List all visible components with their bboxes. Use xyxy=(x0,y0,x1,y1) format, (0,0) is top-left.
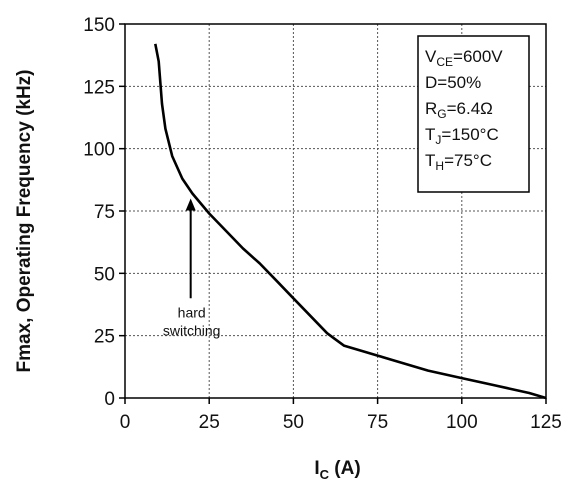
y-tick-label: 150 xyxy=(83,15,115,36)
x-tick-label: 0 xyxy=(120,412,131,433)
x-tick-label: 50 xyxy=(283,412,304,433)
annotation-arrow-head xyxy=(185,198,196,211)
condition-line: RG=6.4Ω xyxy=(425,99,493,121)
x-tick-label: 125 xyxy=(530,412,562,433)
condition-line: VCE=600V xyxy=(425,47,503,69)
y-tick-label: 75 xyxy=(94,202,115,223)
annotation-text-line1: hard xyxy=(178,304,206,320)
x-tick-label: 25 xyxy=(199,412,220,433)
x-axis-title: IC (A) xyxy=(314,458,360,482)
y-tick-label: 125 xyxy=(83,77,115,98)
x-tick-label: 100 xyxy=(446,412,478,433)
y-axis-ticks: 0 25 50 75 100 125 150 xyxy=(83,15,125,410)
x-axis-ticks: 0 25 50 75 100 125 xyxy=(120,398,562,433)
series-line xyxy=(154,43,547,400)
annotation: hard switching xyxy=(163,198,221,338)
y-tick-label: 100 xyxy=(83,140,115,161)
conditions-frame xyxy=(417,35,530,193)
annotation-text-line2: switching xyxy=(163,322,221,338)
condition-line: TJ=150°C xyxy=(425,125,499,147)
y-tick-label: 50 xyxy=(94,264,115,285)
condition-line: TH=75°C xyxy=(425,151,492,173)
y-axis-title: Fmax, Operating Frequency (kHz) xyxy=(14,69,35,372)
y-tick-label: 0 xyxy=(104,389,115,410)
x-tick-label: 75 xyxy=(367,412,388,433)
y-tick-label: 25 xyxy=(94,327,115,348)
condition-line: D=50% xyxy=(425,73,481,92)
conditions-box: VCE=600V D=50% RG=6.4Ω TJ=150°C TH=75°C xyxy=(417,35,530,193)
